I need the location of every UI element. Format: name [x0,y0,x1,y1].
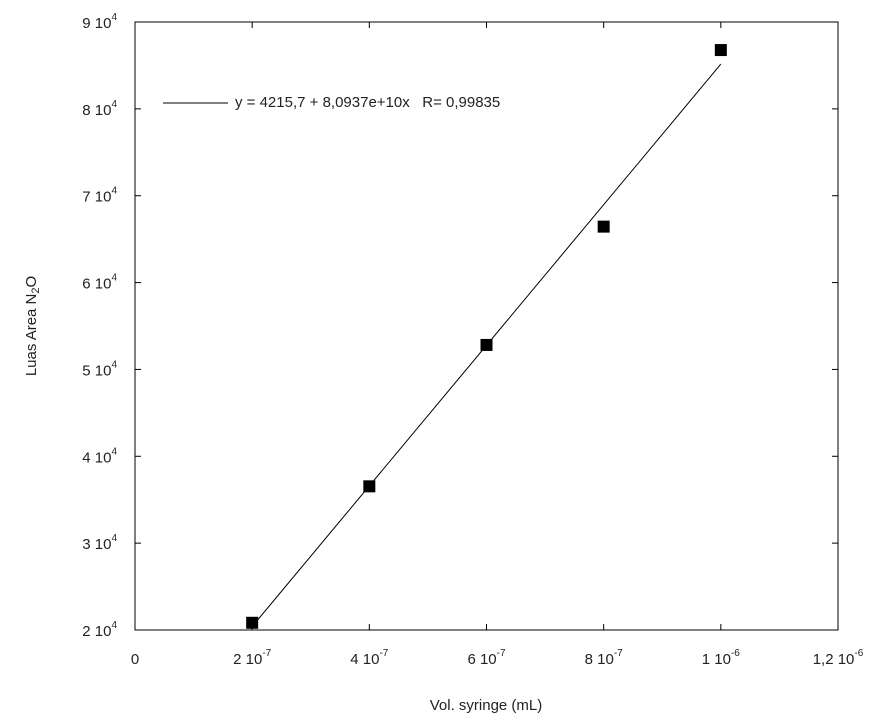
x-tick-label: 2 10-7 [233,648,272,668]
legend-label: y = 4215,7 + 8,0937e+10x R= 0,99835 [235,94,500,111]
y-tick-label: 4 104 [82,446,117,466]
fit-line [251,63,722,627]
y-tick-label: 9 104 [82,12,117,32]
y-tick-label: 5 104 [82,359,117,379]
plot-frame [134,21,839,631]
y-tick-label: 2 104 [82,620,117,640]
x-tick-label: 6 10-7 [467,648,506,668]
y-tick-label: 7 104 [82,185,117,205]
y-tick-label: 3 104 [82,533,117,553]
y-tick-label: 6 104 [82,272,117,292]
y-tick-label: 8 104 [82,98,117,118]
data-point [597,220,610,233]
x-tick-label: 0 [131,651,139,668]
x-tick-label: 4 10-7 [350,648,389,668]
x-tick-label: 8 10-7 [585,648,624,668]
data-point [714,44,727,57]
data-point [246,616,259,629]
x-axis-label: Vol. syringe (mL) [430,697,543,714]
y-axis-label: Luas Area N2O [23,276,42,376]
x-tick-label: 1 10-6 [702,648,741,668]
x-tick-label: 1,2 10-6 [813,648,864,668]
